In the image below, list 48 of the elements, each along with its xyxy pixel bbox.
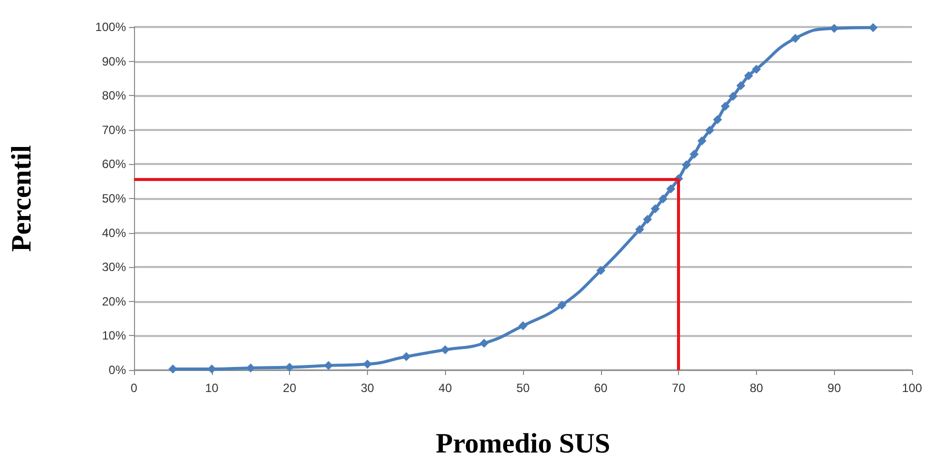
y-tick-label: 60% xyxy=(102,157,126,172)
point xyxy=(752,64,761,74)
point xyxy=(635,224,644,234)
x-tick-label: 30 xyxy=(360,381,374,395)
point xyxy=(650,204,660,214)
x-tick-label: 60 xyxy=(594,381,608,395)
point xyxy=(666,184,676,194)
point xyxy=(480,338,489,348)
point xyxy=(713,115,722,124)
y-tick-label: 40% xyxy=(102,226,126,240)
x-tick-label: 100 xyxy=(902,381,922,395)
point xyxy=(518,321,528,330)
x-tick-label: 0 xyxy=(130,381,138,395)
point xyxy=(658,194,668,204)
point xyxy=(790,34,800,43)
point xyxy=(440,345,450,354)
point xyxy=(682,160,691,170)
y-tick-label: 10% xyxy=(102,328,126,343)
point xyxy=(557,300,566,310)
y-tick-label: 30% xyxy=(102,260,126,274)
x-tick-label: 90 xyxy=(828,381,842,395)
point xyxy=(744,71,754,80)
point xyxy=(324,361,333,370)
point xyxy=(728,92,738,101)
y-axis-title: Percentil xyxy=(6,144,38,252)
x-tick-label: 70 xyxy=(672,381,686,395)
point xyxy=(736,81,746,90)
point xyxy=(690,150,699,159)
point xyxy=(697,136,706,146)
x-tick-label: 20 xyxy=(282,381,297,395)
point xyxy=(402,352,411,362)
point xyxy=(705,126,714,135)
x-axis-title: Promedio SUS xyxy=(436,428,610,460)
y-tick-label: 50% xyxy=(102,192,126,206)
y-tick-label: 100% xyxy=(95,20,126,34)
point xyxy=(596,266,606,276)
x-tick-label: 50 xyxy=(516,381,530,395)
y-tick-label: 80% xyxy=(102,88,126,103)
x-tick-label: 80 xyxy=(750,381,764,395)
x-tick-label: 10 xyxy=(205,381,219,395)
y-tick-label: 0% xyxy=(108,363,126,377)
y-tick-label: 90% xyxy=(102,54,126,68)
point xyxy=(868,23,878,32)
point xyxy=(720,102,730,111)
y-tick-label: 70% xyxy=(102,122,126,137)
y-tick-label: 20% xyxy=(102,294,126,308)
x-tick-label: 40 xyxy=(438,381,452,395)
point xyxy=(642,214,652,224)
